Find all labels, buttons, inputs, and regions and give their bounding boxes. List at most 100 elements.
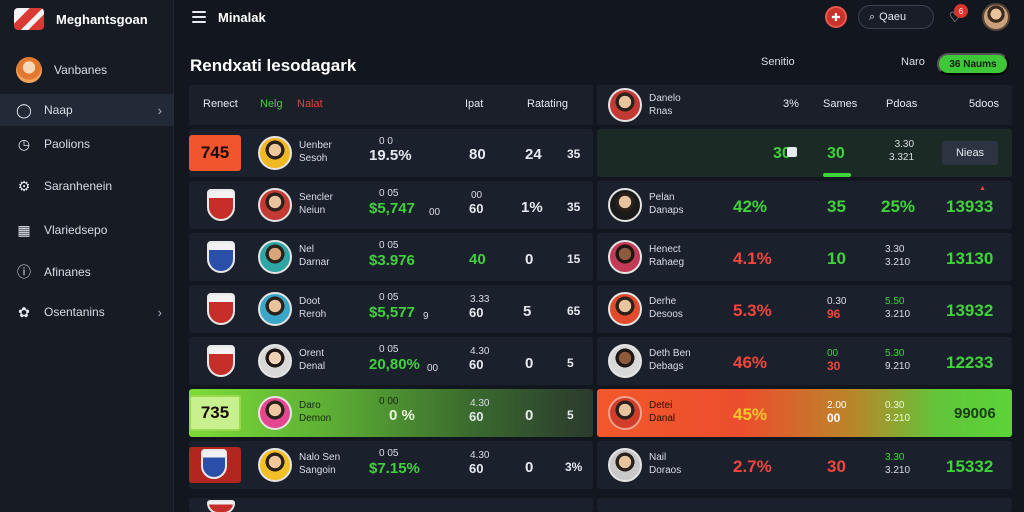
sidebar-item-osentanins[interactable]: ✿ Osentanins › (0, 296, 174, 328)
table-row[interactable]: Deth Ben Debags 46% 00 30 5.30 9.210 12233 (597, 337, 1012, 385)
player-photo (258, 448, 292, 482)
user-avatar[interactable] (982, 3, 1010, 31)
player-name: Henect Rahaeg (649, 244, 685, 268)
column-header[interactable]: 3% (783, 98, 799, 110)
video-icon (787, 147, 797, 157)
stat-value: 42% (733, 197, 768, 216)
sidebar-item-label: Vanbanes (54, 63, 108, 77)
player-photo (608, 88, 642, 122)
stat-value: 60 (469, 201, 484, 216)
stat-value: 60 (469, 305, 484, 320)
search-input[interactable]: ⌕ Qaeu (858, 5, 934, 29)
clock-icon: ◷ (17, 135, 31, 152)
stat-value: 35 (567, 200, 581, 214)
sidebar-item-profile[interactable]: Vanbanes (0, 54, 174, 86)
stat-value: 13932 (946, 301, 994, 320)
column-header[interactable]: Renect (203, 98, 238, 110)
top-bar: Minalak ✚ ⌕ Qaeu ♡ 6 (174, 0, 1024, 38)
stat-small: 3.30 3.210 (885, 244, 911, 268)
brand[interactable]: Meghantsgoan (14, 6, 148, 32)
notification-badge: 6 (954, 4, 968, 18)
stat-small: 5.30 9.210 (885, 348, 911, 372)
table-row-highlighted[interactable]: 735 Daro Demon 0 00 0 % 4.30 60 0 5 (189, 389, 593, 437)
table-row[interactable]: Nalo Sen Sangoin 0 05 $7.15% 4.30 60 0 3% (189, 441, 593, 489)
sidebar-item-afinanes[interactable]: ⓘ Afinanes (0, 256, 174, 288)
stat-value: $7.15% (369, 460, 420, 477)
column-header[interactable]: Nalat (297, 98, 323, 110)
progress-bar (823, 173, 851, 177)
stat-small: 00 (471, 190, 483, 201)
stat-value: 2.7% (733, 457, 772, 476)
stat-value: 0 (525, 459, 534, 476)
table-row[interactable]: Pelan Danaps 42% 35 25% 13933 ▲ (597, 181, 1012, 229)
player-photo (608, 292, 642, 326)
stat-value: 65 (567, 304, 581, 318)
stat-value: 15 (567, 252, 581, 266)
sidebar-item-vlariedsepo[interactable]: ▦ Vlariedsepo (0, 214, 174, 246)
table-row[interactable] (597, 498, 1012, 512)
table-row[interactable]: Nel Darnar 0 05 $3.976 40 0 15 (189, 233, 593, 281)
player-name: Nalo Sen Sangoin (299, 452, 341, 476)
player-name: Detei Danal (649, 400, 676, 424)
rank-badge: 735 (189, 395, 241, 431)
trend-small: 0 0 (379, 136, 393, 147)
page-title: Rendxati lesodagark (190, 56, 357, 75)
column-header[interactable]: 5doos (969, 98, 999, 110)
stat-value: 15332 (946, 457, 994, 476)
stat-value: 0 % (389, 407, 415, 424)
top-title: Minalak (218, 10, 266, 25)
column-header[interactable]: Ratating (527, 98, 568, 110)
stat-small: 4.30 (470, 346, 490, 357)
sidebar-item-paolions[interactable]: ◷ Paolions (0, 128, 174, 160)
table-row[interactable] (189, 498, 593, 512)
sidebar-item-naap[interactable]: ◯ Naap › (0, 94, 174, 126)
player-name: Orent Denal (299, 348, 326, 372)
stat-value: 19.5% (369, 147, 412, 164)
stat-value: 4.1% (733, 249, 772, 268)
player-photo (608, 188, 642, 222)
trend-small: 0 05 (379, 448, 399, 459)
stat-value: 5 (523, 303, 532, 320)
stat-value: 5 (567, 408, 574, 422)
table-row[interactable]: 745 Uenber Sesoh 0 0 19.5% 80 24 35 (189, 129, 593, 177)
stat-small: 4.30 (470, 450, 490, 461)
stat-value: 0 (525, 407, 534, 424)
stat-value: 5 (567, 356, 574, 370)
player-photo (608, 240, 642, 274)
stat-value: 12233 (946, 353, 994, 372)
stat-small: 4.30 (470, 398, 490, 409)
table-row[interactable]: Nail Doraos 2.7% 30 3.30 3.210 15332 (597, 441, 1012, 489)
column-header[interactable]: Nelg (260, 98, 283, 110)
column-header[interactable]: Ipat (465, 98, 484, 110)
trend-small: 0 00 (379, 396, 399, 407)
player-name: Daro Demon (299, 400, 332, 424)
sidebar-item-saranhenein[interactable]: ⚙ Saranhenein (0, 170, 174, 202)
table-row[interactable]: Derhe Desoos 5.3% 0.30 96 5.50 3.210 13932 (597, 285, 1012, 333)
player-photo (258, 188, 292, 222)
table-row[interactable]: Orent Denal 0 05 20,80% 00 4.30 60 0 5 (189, 337, 593, 385)
stat-value: 99006 (954, 405, 996, 422)
chevron-right-icon: › (157, 304, 162, 320)
primary-button[interactable]: 36 Naums (937, 53, 1009, 75)
table-row[interactable]: 30 30 3.30 3.321 Nieas (597, 129, 1012, 177)
table-row[interactable]: Sencler Neiun 0 05 $5,747 00 00 60 1% 35 (189, 181, 593, 229)
stat-small: 5.50 3.210 (885, 296, 911, 320)
table-row[interactable]: Doot Reroh 0 05 $5,577 9 3.33 60 5 65 (189, 285, 593, 333)
stat-value: 60 (469, 461, 484, 476)
column-header[interactable]: Sames (823, 98, 858, 110)
stat-value: $3.976 (369, 252, 415, 269)
avatar (16, 57, 42, 83)
header-link-naro[interactable]: Naro (901, 56, 925, 68)
stat-value: 0 (525, 355, 534, 372)
view-button[interactable]: Nieas (942, 141, 998, 165)
table-row[interactable]: Henect Rahaeg 4.1% 10 3.30 3.210 13130 (597, 233, 1012, 281)
menu-button[interactable] (192, 11, 206, 23)
player-photo (258, 136, 292, 170)
shield-icon[interactable]: ✚ (825, 6, 847, 28)
column-header[interactable]: Pdoas (886, 98, 918, 110)
table-header: Renect Nelg Nalat Ipat Ratating (189, 85, 593, 125)
player-name: Nail Doraos (649, 452, 682, 476)
table-row-highlighted[interactable]: Detei Danal 45% 2.00 00 0.30 3.210 99006 (597, 389, 1012, 437)
header-link-senitio[interactable]: Senitio (761, 56, 795, 68)
sidebar: Meghantsgoan Vanbanes ◯ Naap › ◷ Paolion… (0, 0, 174, 512)
